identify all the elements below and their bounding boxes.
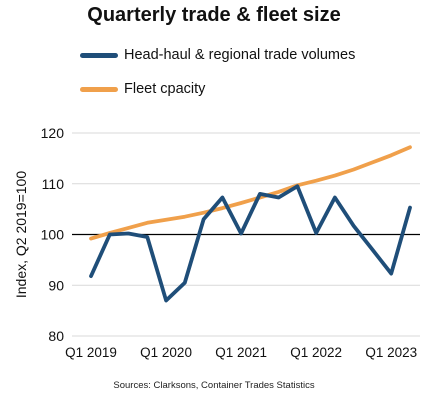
- legend-label-trade-volumes: Head-haul & regional trade volumes: [124, 47, 356, 63]
- x-tick-label-q1-2020: Q1 2020: [140, 345, 192, 360]
- chart-title: Quarterly trade & fleet size: [87, 4, 341, 26]
- legend-item-trade-volumes: Head-haul & regional trade volumes: [80, 44, 355, 66]
- y-tick-label-120: 120: [41, 125, 65, 141]
- series-line-trade-volumes: [89, 184, 412, 303]
- y-tick-label-100: 100: [41, 227, 65, 243]
- x-tick-label-q1-2022: Q1 2022: [290, 345, 342, 360]
- x-tick-label-q1-2023: Q1 2023: [365, 345, 417, 360]
- y-axis-label: Index, Q2 2019=100: [13, 171, 29, 298]
- legend-swatch-trade-volumes: [80, 52, 118, 58]
- legend-swatch-fleet-capacity: [80, 86, 118, 92]
- series-line-fleet-capacity: [89, 145, 412, 241]
- y-tick-label-110: 110: [42, 176, 65, 192]
- y-tick-label-90: 90: [48, 277, 64, 293]
- chart-source-note: Sources: Clarksons, Container Trades Sta…: [113, 380, 315, 391]
- legend-item-fleet-capacity: Fleet cpacity: [80, 78, 205, 100]
- y-tick-label-80: 80: [48, 328, 64, 344]
- x-tick-label-q1-2021: Q1 2021: [215, 345, 267, 360]
- x-tick-label-q1-2019: Q1 2019: [65, 345, 117, 360]
- legend-label-fleet-capacity: Fleet cpacity: [124, 81, 206, 97]
